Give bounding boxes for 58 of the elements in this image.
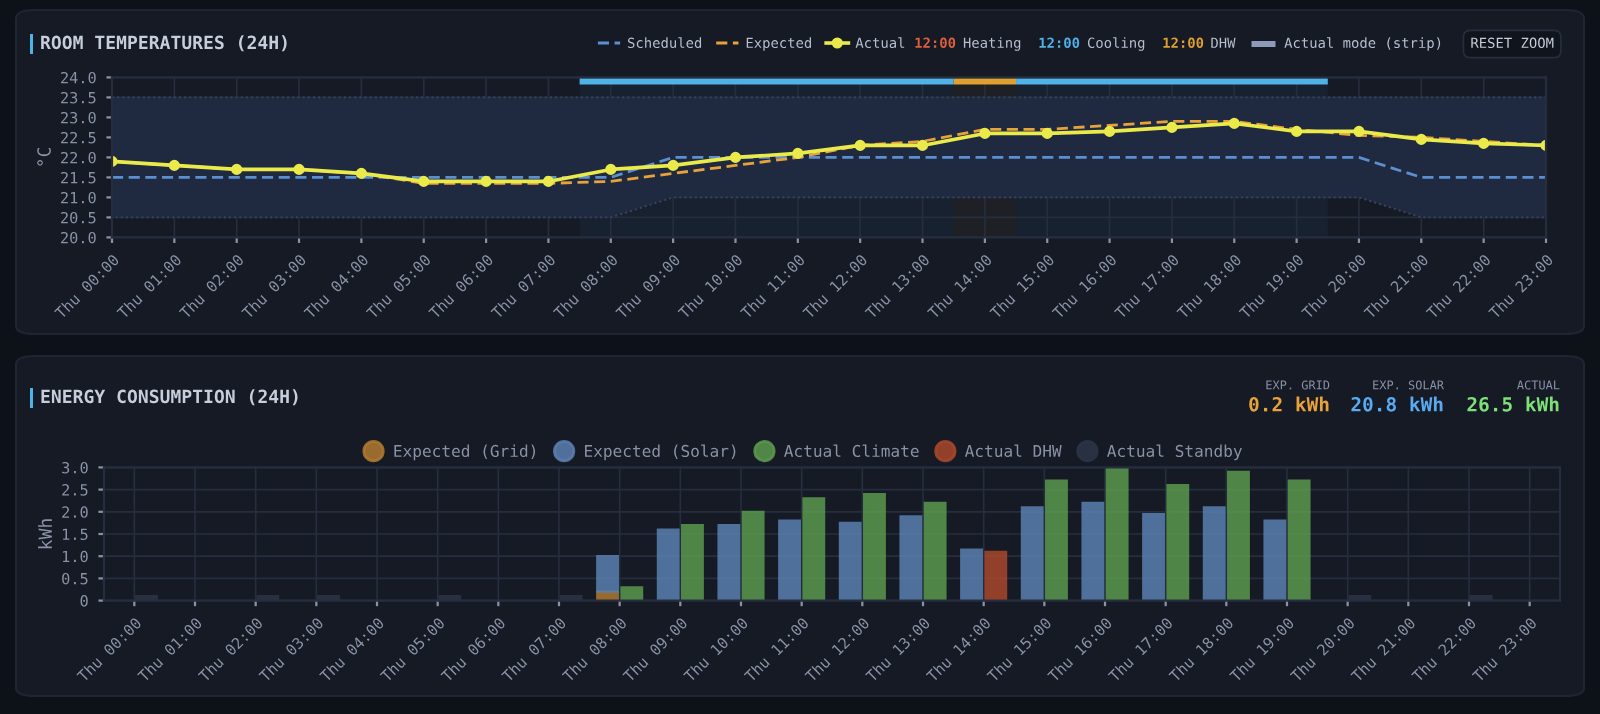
bar [778,519,801,601]
point [418,175,430,187]
bar [656,528,680,601]
point [1415,133,1427,145]
point [231,163,243,175]
bar [1263,519,1287,601]
bar [1045,479,1068,601]
bar [1287,479,1311,601]
point [1041,127,1053,139]
bar [717,524,741,601]
point [1291,125,1303,137]
legend-label: Expected (Solar) [585,444,736,461]
bar [802,497,826,601]
bar [620,586,644,601]
point [168,159,180,171]
bar [1142,512,1165,601]
bar [923,501,947,601]
legend-label: Actual DHW [964,444,1062,458]
y-axis-title: °C [37,147,51,166]
point [729,151,742,163]
point [979,127,991,139]
point [542,175,554,187]
point [854,139,866,151]
bar [984,550,1008,601]
bar [1166,484,1190,601]
point [355,167,367,179]
point [1104,125,1116,137]
bar [838,521,862,601]
text: 20.8 kWh [1351,396,1443,412]
bar [1105,467,1129,601]
point [293,163,305,175]
bar [960,548,983,601]
bar [681,524,704,601]
chart-title: ENERGY CONSUMPTION (24H) [41,389,298,406]
text: 26.5 kWh [1467,396,1559,412]
chart-title: ROOM TEMPERATURES (24H) [41,35,287,52]
point [916,139,929,151]
bar [1202,506,1226,601]
legend-label: Actual Standby [1107,444,1242,461]
bar [1020,506,1044,601]
point [1353,125,1365,137]
legend-label: Actual Climate [784,444,919,458]
point [792,147,804,159]
y-axis-title: kWh [38,519,52,549]
bar [596,555,619,593]
point [1228,117,1240,129]
point [1166,121,1178,133]
point [667,159,679,171]
bar [1227,470,1250,601]
point [480,175,492,187]
bar [741,510,765,601]
point [605,163,617,175]
text: 0.2 kWh [1249,396,1329,412]
point [1478,137,1490,149]
bar [899,515,923,601]
bar [863,492,886,601]
bar [1081,501,1105,601]
legend-label: Expected (Grid) [394,444,536,461]
